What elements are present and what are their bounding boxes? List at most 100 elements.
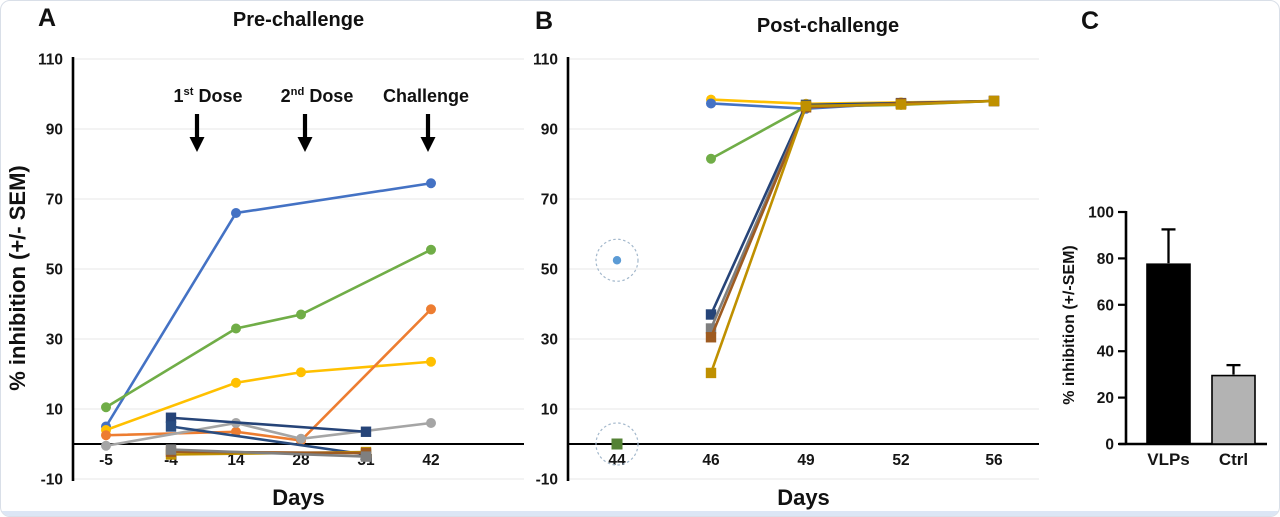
bar-vlps	[1146, 263, 1191, 445]
panel-letter-c: C	[1081, 7, 1100, 35]
annotation-text: Challenge	[382, 86, 470, 106]
circled-blue-point	[612, 256, 622, 265]
x-tick-label: 44	[608, 452, 626, 469]
down-arrow-icon	[189, 137, 205, 152]
series-line-navy-square-2	[170, 425, 367, 456]
data-point-brown-square	[705, 332, 717, 343]
annotation-superscript: st	[183, 86, 194, 98]
annotation-superscript: nd	[290, 86, 305, 98]
data-point-green-circle	[101, 402, 111, 413]
y-tick-label: 10	[46, 402, 63, 419]
annotation-text: Dose	[304, 86, 354, 106]
series-line-navy-square	[709, 99, 995, 316]
data-point-green-circle	[706, 153, 716, 164]
y-tick-label: 80	[1097, 251, 1114, 268]
y-tick-label: 60	[1097, 297, 1114, 314]
data-point-olive-square	[895, 99, 907, 110]
data-point-olive-square	[705, 367, 717, 379]
chart-title-pre-challenge: Pre-challenge	[232, 9, 365, 31]
panel-letter-a: A	[38, 4, 57, 32]
chart-title-post-challenge: Post-challenge	[756, 15, 900, 37]
series-line-olive-square	[709, 99, 995, 374]
data-point-gray-square	[360, 451, 372, 462]
bar-ctrl	[1211, 374, 1256, 445]
y-tick-label: 110	[38, 52, 63, 69]
figure-bottom-edge	[1, 511, 1279, 516]
circled-green-point	[611, 438, 623, 450]
y-tick-label: -10	[41, 472, 63, 489]
y-tick-label: 110	[533, 52, 558, 69]
y-tick-label: 50	[46, 262, 63, 279]
y-tick-label: 40	[1097, 344, 1114, 361]
x-tick-label: VLPs	[1147, 450, 1190, 469]
x-tick-label: 56	[985, 452, 1003, 469]
data-point-navy-square	[705, 309, 717, 320]
annotation-second-dose: 2nd Dose	[281, 86, 354, 107]
y-tick-label: 90	[541, 122, 558, 139]
down-arrow-icon	[420, 137, 436, 152]
data-point-green-circle	[231, 323, 241, 334]
x-tick-label: 42	[422, 452, 439, 469]
data-point-yellow-circle	[296, 367, 306, 378]
circled-green-point-dashed-ring	[595, 422, 639, 466]
annotation-text: Dose	[193, 86, 243, 106]
data-point-yellow-circle	[426, 356, 436, 367]
y-tick-label: 30	[541, 332, 558, 349]
down-arrow-icon	[297, 137, 313, 152]
series-line-orange-circle	[105, 308, 432, 442]
data-point-gray-square	[705, 323, 717, 334]
y-tick-label: 90	[46, 122, 63, 139]
y-tick-label: 70	[541, 192, 558, 209]
series-line-green-circle	[105, 248, 432, 409]
data-point-blue-circle	[231, 208, 241, 218]
y-tick-label: 50	[541, 262, 558, 279]
x-tick-label: 14	[227, 452, 245, 469]
series-line-gray-square	[170, 448, 367, 458]
data-point-yellow-circle	[231, 377, 241, 388]
y-tick-label: -10	[536, 472, 558, 489]
annotation-challenge: Challenge	[383, 86, 469, 107]
annotation-text: 1	[173, 86, 184, 106]
y-tick-label: 10	[541, 402, 558, 419]
data-point-blue-circle	[426, 178, 436, 189]
y-tick-label: 20	[1097, 390, 1114, 407]
y-tick-label: 0	[1105, 437, 1114, 454]
series-line-yellow-circle	[105, 360, 432, 432]
data-point-green-circle	[296, 309, 306, 320]
data-point-olive-square	[988, 95, 1000, 107]
panel-letter-b: B	[535, 7, 554, 35]
data-point-blue-circle	[706, 98, 716, 109]
series-line-green-circle	[710, 99, 995, 160]
data-point-green-circle	[426, 244, 436, 255]
data-point-orange-circle	[101, 430, 111, 441]
data-point-gray-circle	[296, 433, 306, 444]
y-axis-label-bars: % inhibition (+/-SEM)	[1061, 245, 1078, 405]
circled-blue-point-dashed-ring	[595, 238, 639, 282]
x-tick-label: 28	[292, 452, 310, 469]
data-point-gray-square	[165, 444, 177, 455]
data-point-navy-square-2	[165, 421, 177, 432]
x-tick-label: -5	[99, 452, 113, 469]
y-tick-label: 30	[46, 332, 63, 349]
series-line-navy-square-1	[170, 416, 367, 434]
y-axis-label-pre-challenge: % inhibition (+/- SEM)	[5, 165, 30, 391]
data-point-navy-square-1	[165, 412, 177, 423]
x-axis-label-pre-challenge: Days	[272, 485, 325, 510]
x-tick-label: 52	[892, 452, 909, 469]
data-point-gray-circle	[426, 418, 436, 428]
data-point-gray-circle	[101, 440, 111, 451]
data-point-orange-circle	[426, 304, 436, 315]
x-tick-label: 46	[702, 452, 720, 469]
y-tick-label: 100	[1088, 205, 1114, 222]
data-point-olive-square	[800, 100, 812, 112]
annotation-first-dose: 1st Dose	[174, 86, 243, 107]
data-point-navy-square-1	[360, 426, 372, 437]
series-line-blue-circle	[104, 181, 432, 428]
x-tick-label: Ctrl	[1219, 450, 1248, 469]
annotation-text: 2	[280, 86, 291, 106]
x-tick-label: 49	[797, 452, 815, 469]
y-tick-label: 70	[46, 192, 63, 209]
x-axis-label-post-challenge: Days	[777, 485, 830, 510]
